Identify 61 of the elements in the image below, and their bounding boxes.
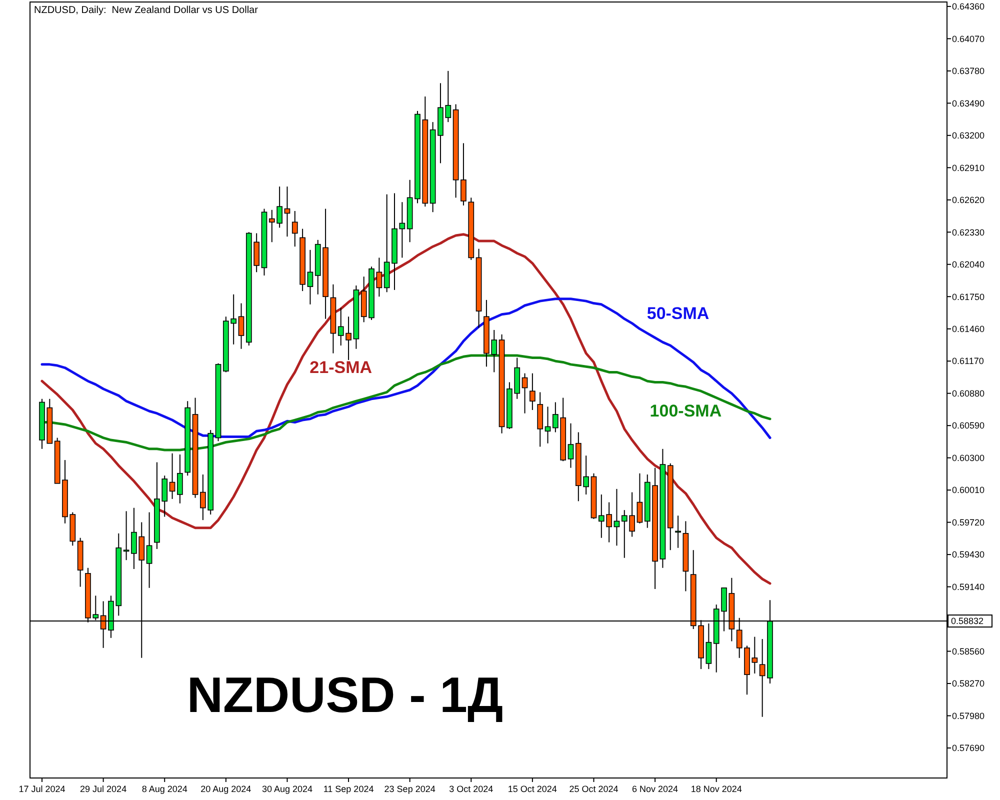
y-tick-label: 0.61460 <box>952 324 985 334</box>
annotation: NZDUSD - 1Д <box>186 667 504 723</box>
candlestick <box>169 452 176 500</box>
y-tick-label: 0.59430 <box>952 550 985 560</box>
candlestick <box>636 472 643 524</box>
x-tick-label: 30 Aug 2024 <box>262 784 312 794</box>
y-tick-label: 0.57980 <box>952 710 985 721</box>
candlestick <box>544 406 551 444</box>
candlestick <box>177 454 183 504</box>
y-tick-label: 0.58270 <box>952 678 985 689</box>
x-tick-label: 17 Jul 2024 <box>18 784 66 794</box>
candlestick <box>460 142 466 206</box>
x-tick-label: 3 Oct 2024 <box>449 784 494 794</box>
x-tick-label: 25 Oct 2024 <box>569 784 618 794</box>
ref-line-label: 0.58832 <box>951 616 984 626</box>
y-tick-label: 0.57690 <box>952 743 985 754</box>
x-tick-label: 20 Aug 2024 <box>200 784 252 794</box>
series-label: 21-SMA <box>310 358 372 377</box>
y-tick-label: 0.60590 <box>952 420 985 431</box>
y-tick-label: 0.60010 <box>952 485 985 496</box>
candlestick <box>706 622 712 670</box>
candlestick <box>522 372 528 414</box>
y-tick-label: 0.61170 <box>952 356 984 366</box>
series-label: 100-SMA <box>650 402 722 421</box>
y-tick-label: 0.58560 <box>952 646 985 656</box>
y-tick-label: 0.64360 <box>952 2 985 12</box>
candlestick <box>376 257 382 298</box>
x-tick-label: 23 Sep 2024 <box>384 784 436 794</box>
x-tick-label: 29 Jul 2024 <box>80 784 127 794</box>
y-tick-label: 0.62330 <box>952 227 985 238</box>
y-tick-label: 0.59140 <box>952 582 985 592</box>
x-tick-label: 8 Aug 2024 <box>142 784 188 794</box>
candlestick <box>238 302 244 350</box>
y-tick-label: 0.62910 <box>952 162 985 173</box>
candlestick <box>614 488 620 546</box>
candlestick <box>675 515 681 548</box>
candlestick <box>146 512 152 588</box>
x-tick-label: 15 Oct 2024 <box>508 784 557 794</box>
candlestick <box>123 510 130 561</box>
candlestick <box>530 372 536 411</box>
candlestick <box>307 249 314 305</box>
y-tick-label: 0.61750 <box>952 292 985 302</box>
y-tick-label: 0.63200 <box>952 130 985 141</box>
y-tick-label: 0.59720 <box>952 517 985 528</box>
chart-title: NZDUSD, Daily: New Zealand Dollar vs US Dollar <box>34 5 259 16</box>
y-tick-label: 0.63780 <box>952 66 985 76</box>
candlestick <box>284 186 290 238</box>
y-tick-label: 0.63490 <box>952 98 985 108</box>
line-series <box>40 298 772 440</box>
y-tick-label: 0.62040 <box>952 260 985 270</box>
x-tick-label: 11 Sep 2024 <box>323 784 374 794</box>
series-label: 50-SMA <box>646 304 710 324</box>
y-tick-label: 0.60880 <box>952 388 985 398</box>
y-tick-label: 0.60300 <box>952 452 985 463</box>
candlestick <box>568 422 574 468</box>
x-tick-label: 18 Nov 2024 <box>690 784 742 794</box>
y-tick-label: 0.64070 <box>952 34 985 44</box>
y-tick-label: 0.62620 <box>952 195 985 206</box>
x-tick-label: 6 Nov 2024 <box>632 784 678 794</box>
candlestick <box>292 210 298 248</box>
line-series <box>40 233 772 585</box>
